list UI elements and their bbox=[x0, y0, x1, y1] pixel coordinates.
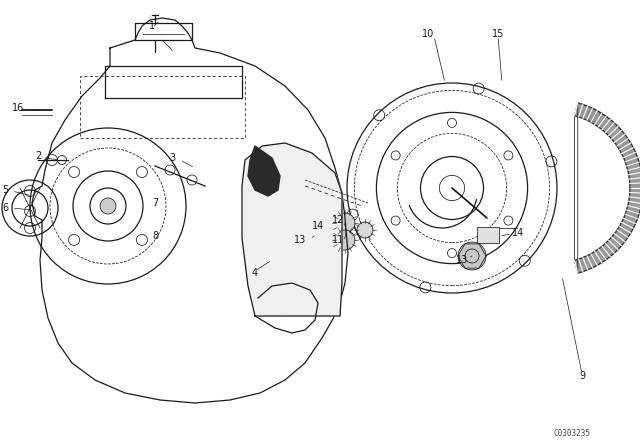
Polygon shape bbox=[575, 103, 640, 273]
Circle shape bbox=[357, 222, 373, 238]
Text: C0303235: C0303235 bbox=[554, 428, 591, 438]
Circle shape bbox=[335, 213, 355, 233]
Polygon shape bbox=[248, 146, 280, 196]
Text: 14: 14 bbox=[512, 228, 524, 238]
Circle shape bbox=[100, 198, 116, 214]
Polygon shape bbox=[32, 18, 348, 403]
Text: 7: 7 bbox=[152, 198, 158, 208]
Text: 13: 13 bbox=[294, 235, 306, 245]
Circle shape bbox=[458, 242, 486, 270]
Text: 5: 5 bbox=[2, 185, 8, 195]
FancyBboxPatch shape bbox=[312, 223, 332, 237]
Text: 10: 10 bbox=[422, 29, 434, 39]
Text: 4: 4 bbox=[252, 268, 258, 278]
Polygon shape bbox=[242, 143, 342, 316]
Circle shape bbox=[335, 230, 355, 250]
Text: 3: 3 bbox=[169, 153, 175, 163]
Text: 16: 16 bbox=[12, 103, 24, 113]
Text: 11: 11 bbox=[332, 235, 344, 245]
Text: 14: 14 bbox=[312, 221, 324, 231]
Text: 1: 1 bbox=[149, 21, 155, 31]
Circle shape bbox=[294, 226, 314, 246]
Circle shape bbox=[588, 110, 600, 121]
Text: 9: 9 bbox=[579, 371, 585, 381]
Text: 13: 13 bbox=[456, 255, 468, 265]
Text: 15: 15 bbox=[492, 29, 504, 39]
FancyBboxPatch shape bbox=[477, 227, 499, 243]
Text: 8: 8 bbox=[152, 231, 158, 241]
Text: 12: 12 bbox=[332, 215, 344, 225]
Text: 2: 2 bbox=[35, 151, 41, 161]
Text: 6: 6 bbox=[2, 203, 8, 213]
